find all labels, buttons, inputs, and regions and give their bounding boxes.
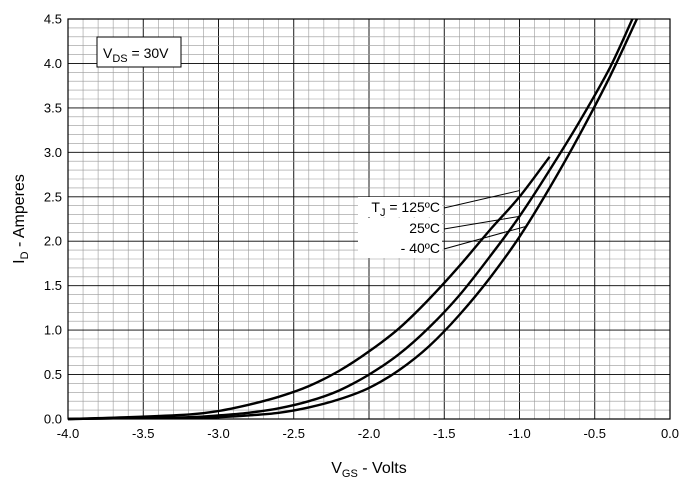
x-axis-label-rest: - Volts [358,460,407,477]
y-axis-label-main: I [11,259,28,263]
series-label-bg [358,238,442,258]
y-tick-label: 3.5 [44,100,62,115]
x-tick-label: -1.5 [433,426,455,441]
y-tick-label: 3.0 [44,145,62,160]
x-tick-label: 0.0 [661,426,679,441]
condition-rest: = 30V [128,45,170,61]
series-leader-line [443,215,520,230]
condition-sub: DS [112,53,127,65]
y-axis-label: ID - Amperes [11,174,31,264]
series-line-1 [67,18,634,421]
x-tick-label: -2.0 [358,426,380,441]
series-label-0: TJ = 125ºC [371,199,440,219]
series-line-0 [67,156,551,421]
series-leader-line [443,225,528,250]
x-axis-label-main: V [331,460,342,477]
x-tick-label: -4.0 [57,426,79,441]
y-tick-label: 4.5 [44,12,62,27]
x-tick-label: -3.0 [207,426,229,441]
x-axis-label: VGS - Volts [331,460,406,480]
series-label-bg [358,218,442,238]
x-tick-label: -3.5 [132,426,154,441]
condition-main: V [103,45,113,61]
y-tick-label: 1.0 [44,323,62,338]
series-line-2 [67,18,638,421]
x-tick-label: -1.0 [508,426,530,441]
y-axis-label-sub: D [19,251,31,259]
x-tick-label: -0.5 [584,426,606,441]
y-tick-label: 0.5 [44,367,62,382]
y-tick-label: 2.0 [44,234,62,249]
condition-box-frame [96,36,182,68]
y-tick-label: 1.5 [44,278,62,293]
y-tick-label: 4.0 [44,56,62,71]
tick-labels: -4.0 -3.5 -3.0 -2.5 -2.0 -1.5 -1.0 -0.5 0.0 0.0 0.… [44,12,679,442]
curves [67,18,638,421]
condition-box-text: VDS = 30V [103,45,169,65]
condition-box: VDS = 30V [96,36,182,68]
y-tick-label: 0.0 [44,412,62,427]
series-label-2: - 40ºC [401,240,440,256]
x-tick-label: -2.5 [283,426,305,441]
series-label-bg [358,197,442,217]
series-label-1: 25ºC [409,220,440,236]
grid [67,18,671,420]
x-axis-label-sub: GS [342,468,358,480]
plot-frame [67,18,671,420]
y-axis-label-rest: - Amperes [11,174,28,251]
y-tick-label: 2.5 [44,189,62,204]
series-leader-line [443,190,520,209]
